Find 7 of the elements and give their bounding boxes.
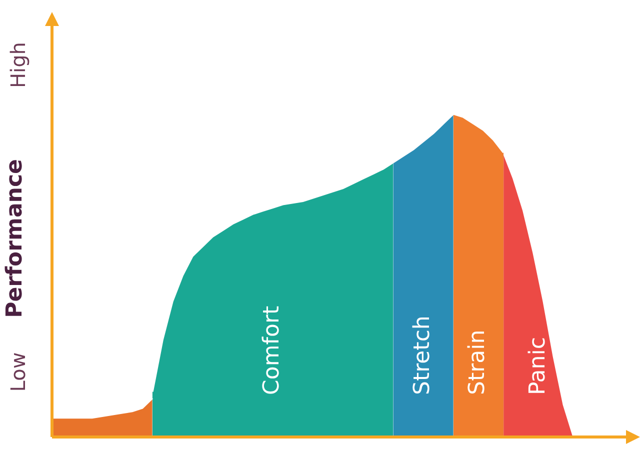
series-label: Stretch xyxy=(410,316,435,395)
series-label: Comfort xyxy=(259,306,284,395)
text: High xyxy=(6,42,30,88)
series-label: Strain xyxy=(465,330,490,395)
y-axis-title: Performance xyxy=(2,159,28,318)
text: Low xyxy=(6,352,30,392)
series-label: Panic xyxy=(525,337,550,395)
